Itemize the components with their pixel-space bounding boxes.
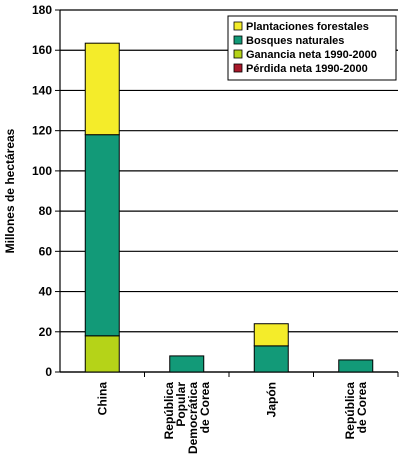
- y-tick-label: 180: [32, 3, 52, 17]
- x-category-label-group: China: [95, 382, 109, 416]
- bar-segment: [84, 42, 120, 136]
- legend-swatch: [233, 21, 243, 31]
- bar-segment: [84, 134, 120, 337]
- legend-label: Ganancia neta 1990-2000: [246, 49, 377, 61]
- y-tick-label: 20: [39, 325, 53, 339]
- legend-box: [227, 15, 397, 81]
- bar-segment: [253, 323, 289, 347]
- x-category-label-group: Japón: [264, 382, 278, 417]
- bar-segment: [253, 345, 289, 373]
- x-category-label: Democrática: [186, 382, 200, 454]
- bar-segment: [169, 355, 205, 373]
- bar-segment: [338, 359, 374, 373]
- x-category-label: de Corea: [355, 382, 369, 434]
- legend-label: Bosques naturales: [246, 35, 344, 47]
- legend-label: Plantaciones forestales: [246, 21, 369, 33]
- x-category-label: Japón: [264, 382, 278, 417]
- x-category-label: de Corea: [198, 382, 212, 434]
- y-tick-label: 40: [39, 285, 53, 299]
- y-tick-label: 160: [32, 43, 52, 57]
- legend-label: Pérdida neta 1990-2000: [246, 63, 368, 75]
- bar-segment: [84, 335, 120, 373]
- x-category-label: República: [343, 382, 357, 440]
- x-category-label: China: [95, 382, 109, 416]
- y-tick-label: 100: [32, 164, 52, 178]
- legend-swatch: [233, 63, 243, 73]
- x-category-label: República: [162, 382, 176, 440]
- legend-swatch: [233, 35, 243, 45]
- legend-swatch: [233, 49, 243, 59]
- y-axis-title: Millones de hectáreas: [3, 128, 17, 253]
- y-tick-label: 80: [39, 204, 53, 218]
- y-tick-label: 0: [45, 365, 52, 379]
- y-tick-label: 140: [32, 83, 52, 97]
- x-category-label: Popular: [174, 382, 188, 427]
- y-tick-label: 120: [32, 124, 52, 138]
- y-tick-label: 60: [39, 244, 53, 258]
- legend: Plantaciones forestales Bosques naturales…: [227, 15, 397, 81]
